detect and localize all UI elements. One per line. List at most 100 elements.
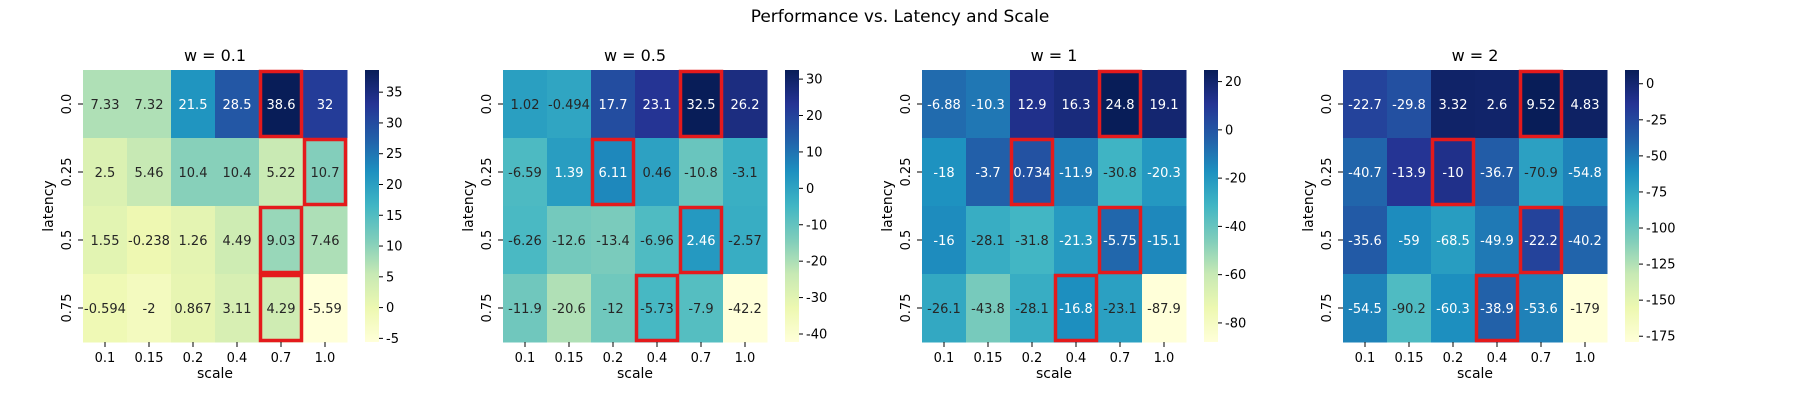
heatmap-cell	[1475, 274, 1520, 343]
panel-title: w = 2	[1452, 46, 1499, 65]
x-tick-label: 0.2	[603, 351, 624, 366]
x-tick-label: 0.4	[1487, 351, 1508, 366]
cell-value-label: -18	[933, 166, 954, 181]
cell-value-label: 7.46	[311, 234, 340, 249]
x-tick-label: 0.7	[1110, 351, 1131, 366]
x-tick-label: 0.7	[691, 351, 712, 366]
y-axis-label: latency	[461, 180, 477, 231]
highlight-box	[1430, 137, 1476, 207]
heatmap-cell	[127, 70, 172, 139]
x-axis-label: scale	[1457, 366, 1493, 382]
cell-value-label: -70.9	[1524, 166, 1558, 181]
panel-title: w = 0.1	[184, 46, 246, 65]
heatmap-cell	[591, 138, 636, 207]
cell-value-label: -21.3	[1059, 234, 1093, 249]
cell-value-label: -11.9	[1059, 166, 1093, 181]
cell-value-label: -20.3	[1147, 166, 1181, 181]
colorbar-tick-label: -10	[806, 218, 827, 233]
heatmap-cell	[215, 274, 260, 343]
heatmap-cell	[1054, 70, 1099, 139]
y-tick-label: 0.5	[1320, 230, 1335, 251]
heatmap-cell	[723, 206, 768, 275]
cell-value-label: -53.6	[1524, 302, 1558, 317]
heatmap-cell	[83, 138, 128, 207]
colorbar-tick-label: -5	[386, 332, 399, 347]
highlight-box	[678, 205, 724, 275]
cell-value-label: -0.594	[84, 302, 126, 317]
x-tick-label: 0.4	[227, 351, 248, 366]
panel-title: w = 0.5	[604, 46, 666, 65]
heatmap-cell	[1343, 274, 1388, 343]
cell-value-label: 0.734	[1013, 166, 1050, 181]
heatmap-cell	[922, 274, 967, 343]
heatmap-cell	[1142, 274, 1187, 343]
cell-value-label: 1.26	[179, 234, 208, 249]
highlight-box	[258, 205, 304, 275]
cell-value-label: -87.9	[1147, 302, 1181, 317]
heatmap-cell	[1475, 206, 1520, 275]
cell-value-label: -23.1	[1103, 302, 1137, 317]
colorbar-tick-label: -60	[1225, 268, 1246, 283]
cell-value-label: 16.3	[1062, 98, 1091, 113]
x-tick-label: 1.0	[315, 351, 336, 366]
colorbar-tick-label: 30	[806, 73, 823, 88]
cell-value-label: 2.46	[687, 234, 716, 249]
heatmap-cell	[635, 206, 680, 275]
cell-value-label: -15.1	[1147, 234, 1181, 249]
colorbar-tick-label: 20	[1225, 75, 1242, 90]
colorbar	[785, 70, 799, 342]
highlight-box	[302, 137, 348, 207]
y-tick-label: 0.25	[899, 158, 914, 187]
cell-value-label: -13.9	[1392, 166, 1426, 181]
heatmap-cell	[127, 206, 172, 275]
colorbar-tick-label: 0	[806, 182, 814, 197]
heatmap-cell	[1563, 206, 1608, 275]
cell-value-label: -16	[933, 234, 954, 249]
cell-value-label: -43.8	[971, 302, 1005, 317]
cell-value-label: -28.1	[971, 234, 1005, 249]
highlight-box	[634, 273, 680, 343]
heatmap-cell	[591, 70, 636, 139]
highlight-box	[1474, 273, 1520, 343]
cell-value-label: -90.2	[1392, 302, 1426, 317]
heatmap-cell	[215, 70, 260, 139]
heatmap-cell	[503, 138, 548, 207]
heatmap-cell	[171, 70, 216, 139]
cell-value-label: -28.1	[1015, 302, 1049, 317]
colorbar-tick-label: -40	[806, 327, 827, 342]
heatmap-cell	[1010, 138, 1055, 207]
colorbar	[1204, 70, 1218, 342]
cell-value-label: -3.1	[732, 166, 757, 181]
highlight-box	[678, 69, 724, 139]
heatmap-cell	[83, 70, 128, 139]
heatmap-cell	[1387, 138, 1432, 207]
heatmap-cell	[1098, 274, 1143, 343]
heatmap-cell	[1475, 138, 1520, 207]
colorbar-tick-label: -30	[806, 291, 827, 306]
y-tick-label: 0.0	[1320, 94, 1335, 115]
colorbar	[1625, 70, 1639, 342]
heatmap-cell	[1431, 274, 1476, 343]
heatmap-cell	[635, 70, 680, 139]
cell-value-label: 24.8	[1106, 98, 1135, 113]
heatmap-cell	[1387, 70, 1432, 139]
heatmap-cell	[1054, 138, 1099, 207]
y-tick-label: 0.0	[480, 94, 495, 115]
cell-value-label: -10.8	[684, 166, 718, 181]
heatmap-cell	[547, 206, 592, 275]
colorbar-tick-label: 20	[806, 109, 823, 124]
cell-value-label: -5.73	[640, 302, 674, 317]
cell-value-label: -12.6	[552, 234, 586, 249]
cell-value-label: -5.75	[1103, 234, 1137, 249]
colorbar-tick-label: -50	[1646, 149, 1667, 164]
heatmap-cell	[1098, 206, 1143, 275]
cell-value-label: 0.46	[643, 166, 672, 181]
y-axis-label: latency	[41, 180, 57, 231]
colorbar-tick-label: -25	[1646, 113, 1667, 128]
highlight-box	[1518, 205, 1564, 275]
heatmap-cell	[1142, 138, 1187, 207]
x-tick-label: 0.15	[135, 351, 164, 366]
colorbar-tick-label: -40	[1225, 220, 1246, 235]
highlight-box	[1009, 137, 1055, 207]
heatmap-cell	[966, 70, 1011, 139]
